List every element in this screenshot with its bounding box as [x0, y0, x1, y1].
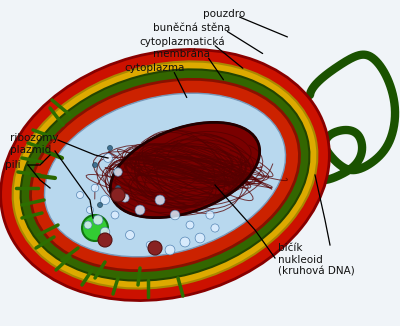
Text: ribozomy: ribozomy — [10, 133, 58, 143]
Circle shape — [148, 241, 162, 255]
Text: cytoplazmatická: cytoplazmatická — [139, 37, 225, 47]
Circle shape — [100, 227, 110, 237]
Circle shape — [91, 184, 99, 192]
Circle shape — [116, 185, 120, 190]
Circle shape — [76, 191, 84, 199]
Ellipse shape — [1, 50, 329, 301]
Circle shape — [165, 245, 175, 255]
Text: plazmid: plazmid — [10, 145, 51, 155]
Circle shape — [114, 168, 122, 176]
Circle shape — [104, 154, 112, 162]
Text: nukleoid: nukleoid — [278, 255, 323, 265]
Circle shape — [100, 195, 110, 205]
Circle shape — [84, 221, 92, 229]
Ellipse shape — [12, 61, 318, 289]
Circle shape — [170, 210, 180, 220]
Circle shape — [206, 211, 214, 219]
Circle shape — [98, 202, 102, 208]
Text: membrána: membrána — [154, 49, 210, 59]
Text: pouzdro: pouzdro — [203, 9, 245, 19]
Circle shape — [195, 233, 205, 243]
Circle shape — [98, 233, 112, 247]
Circle shape — [180, 237, 190, 247]
Text: pili: pili — [5, 160, 21, 170]
Circle shape — [126, 230, 134, 240]
Text: buněčná stěna: buněčná stěna — [153, 23, 231, 33]
Circle shape — [82, 215, 108, 241]
Circle shape — [155, 195, 165, 205]
Text: cytoplazma: cytoplazma — [125, 63, 185, 73]
Ellipse shape — [20, 69, 310, 281]
Circle shape — [111, 211, 119, 219]
Circle shape — [146, 241, 154, 249]
Circle shape — [121, 194, 129, 202]
Circle shape — [86, 206, 94, 214]
Circle shape — [92, 162, 98, 168]
Ellipse shape — [110, 122, 260, 218]
Circle shape — [111, 188, 125, 202]
Circle shape — [135, 205, 145, 215]
Text: bičík: bičík — [278, 243, 302, 253]
Circle shape — [211, 224, 219, 232]
Circle shape — [108, 145, 112, 151]
Ellipse shape — [30, 79, 300, 271]
Circle shape — [93, 215, 103, 225]
Circle shape — [186, 221, 194, 229]
Ellipse shape — [44, 93, 286, 257]
Text: (kruhová DNA): (kruhová DNA) — [278, 267, 355, 277]
